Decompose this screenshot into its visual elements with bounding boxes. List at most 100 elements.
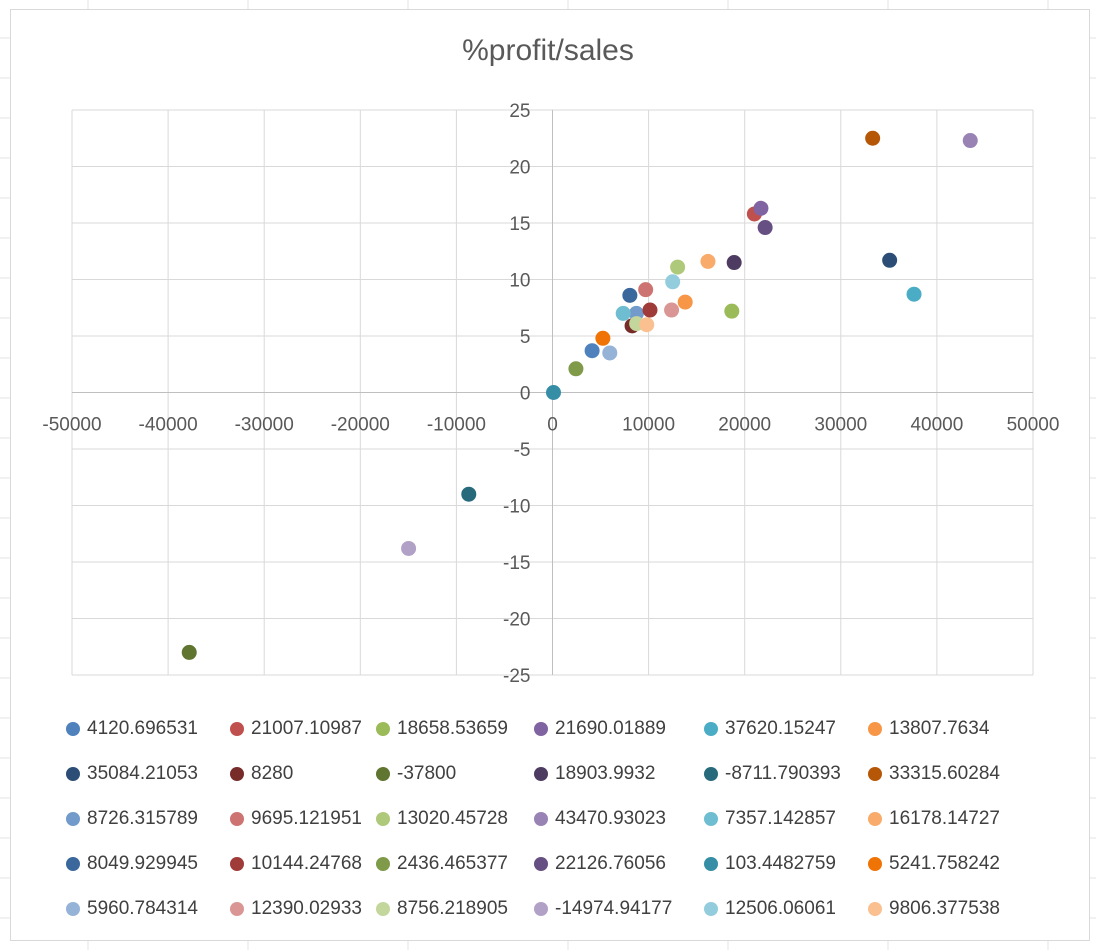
data-point [642,302,658,318]
legend-marker [66,811,80,826]
legend-entry: 9695.121951 [230,796,376,841]
legend-label: 9695.121951 [251,807,362,829]
legend-entry: 2436.465377 [376,841,534,886]
legend-label: 33315.60284 [889,762,1000,784]
data-point [584,343,600,359]
data-point [757,220,773,236]
legend-entry: -14974.94177 [534,886,704,931]
data-point [753,200,769,216]
y-tick-label: -25 [503,666,530,687]
legend-label: 9806.377538 [889,897,1000,919]
legend-entry: 12506.06061 [704,886,868,931]
x-tick-label: 10000 [622,415,675,436]
y-tick-label: 5 [520,327,531,348]
legend-label: 4120.696531 [87,717,198,739]
legend-marker [376,766,390,781]
data-point [622,287,638,303]
x-tick-label: 50000 [1007,415,1060,436]
legend-label: 21690.01889 [555,717,666,739]
legend-entry: 43470.93023 [534,796,704,841]
x-tick-label: -40000 [139,415,198,436]
legend-label: 10144.24768 [251,852,362,874]
legend-marker [534,811,548,826]
legend-entry: 10144.24768 [230,841,376,886]
legend-label: 21007.10987 [251,717,362,739]
legend-entry: 18658.53659 [376,706,534,751]
data-point [962,133,978,149]
legend-entry: 21007.10987 [230,706,376,751]
legend-label: 18658.53659 [397,717,508,739]
legend-entry: 13807.7634 [868,706,1018,751]
legend-marker [868,766,882,781]
legend-entry: 16178.14727 [868,796,1018,841]
legend-entry: 18903.9932 [534,751,704,796]
data-point [664,302,680,318]
y-tick-label: -20 [503,610,530,631]
data-point [602,345,618,361]
legend-marker [66,766,80,781]
legend-label: 16178.14727 [889,807,1000,829]
legend-label: 13807.7634 [889,717,990,739]
legend-marker [376,811,390,826]
legend-entry: 8280 [230,751,376,796]
legend-entry: 9806.377538 [868,886,1018,931]
legend-label: 12506.06061 [725,897,836,919]
legend-entry: -8711.790393 [704,751,868,796]
legend-marker [376,721,390,736]
data-point [865,130,881,146]
data-point [595,330,611,346]
data-point [638,282,654,298]
y-tick-label: -5 [514,440,531,461]
legend-marker [230,901,244,916]
legend-marker [704,721,718,736]
legend-marker [704,901,718,916]
legend-label: -37800 [397,762,457,784]
data-point [670,259,686,275]
y-tick-label: 20 [509,158,530,179]
legend-label: 8049.929945 [87,852,198,874]
y-tick-label: 0 [520,384,531,405]
data-point [724,303,740,319]
legend-entry: 8726.315789 [66,796,230,841]
legend-marker [534,721,548,736]
data-point [181,644,197,660]
legend-label: 8756.218905 [397,897,508,919]
x-tick-label: 0 [547,415,558,436]
legend-label: 35084.21053 [87,762,198,784]
data-point [906,286,922,302]
legend-marker [376,856,390,871]
legend-label: 7357.142857 [725,807,836,829]
legend-label: -8711.790393 [725,762,841,784]
legend-marker [230,766,244,781]
chart-legend: 4120.696531 21007.10987 18658.53659 21690.0… [66,706,1018,931]
data-point [726,255,742,271]
data-point [677,294,693,310]
data-point [401,540,417,556]
legend-label: 5241.758242 [889,852,1000,874]
legend-entry: 35084.21053 [66,751,230,796]
data-point [639,317,655,333]
legend-marker [230,721,244,736]
legend-label: 2436.465377 [397,852,508,874]
legend-entry: 21690.01889 [534,706,704,751]
legend-entry: 13020.45728 [376,796,534,841]
x-tick-label: -10000 [427,415,486,436]
legend-label: 8726.315789 [87,807,198,829]
legend-marker [868,901,882,916]
legend-entry: 37620.15247 [704,706,868,751]
x-tick-label: 20000 [718,415,771,436]
chart-area[interactable] [10,9,1090,941]
legend-marker [66,901,80,916]
legend-marker [704,811,718,826]
legend-marker [704,766,718,781]
legend-entry: 33315.60284 [868,751,1018,796]
y-tick-label: 15 [509,214,530,235]
y-tick-label: 25 [509,101,530,122]
legend-entry: 103.4482759 [704,841,868,886]
legend-marker [376,901,390,916]
legend-label: 103.4482759 [725,852,836,874]
legend-label: 5960.784314 [87,897,198,919]
legend-entry: 5241.758242 [868,841,1018,886]
legend-marker [230,811,244,826]
